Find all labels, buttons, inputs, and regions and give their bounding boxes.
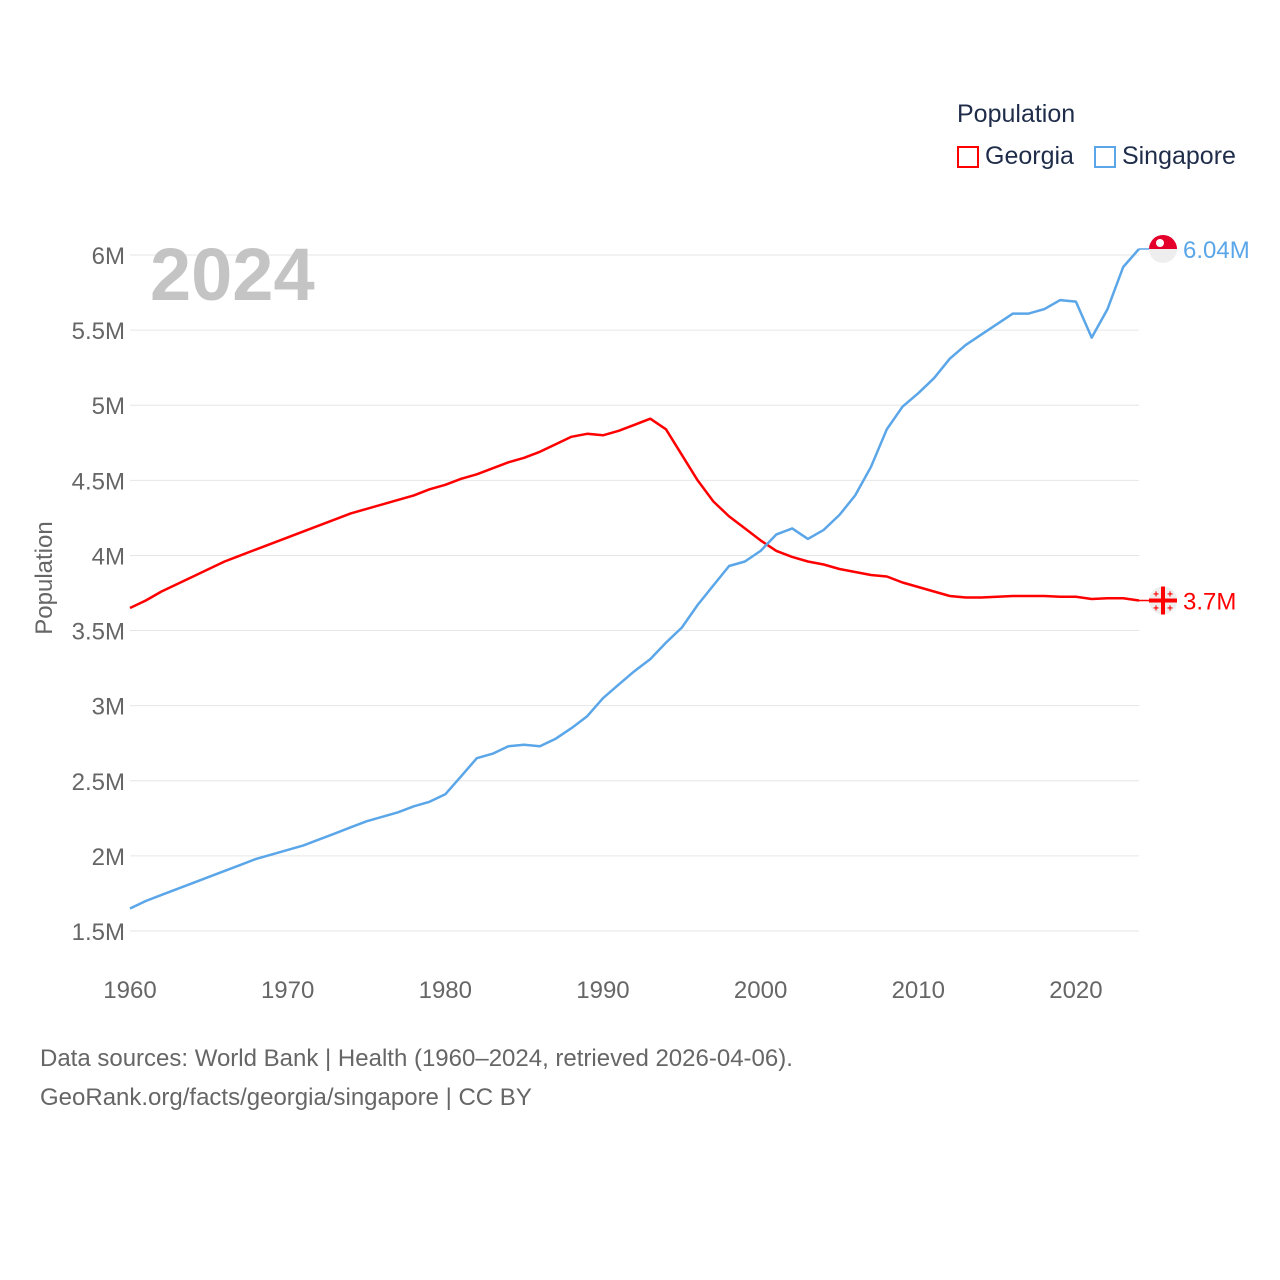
georgia-flag-small-cross: + — [1153, 604, 1159, 615]
year-watermark: 2024 — [150, 233, 315, 316]
legend-item-georgia[interactable]: Georgia — [957, 142, 1074, 171]
y-tick-label: 3.5M — [72, 619, 125, 646]
x-tick-label: 1990 — [576, 977, 629, 1004]
y-tick-label: 3M — [92, 694, 125, 721]
footer-sources: Data sources: World Bank | Health (1960–… — [40, 1045, 793, 1072]
footer-attribution: GeoRank.org/facts/georgia/singapore | CC… — [40, 1084, 532, 1111]
x-tick-label: 1960 — [103, 977, 156, 1004]
y-tick-label: 5.5M — [72, 318, 125, 345]
y-tick-label: 2.5M — [72, 769, 125, 796]
end-label-georgia: 3.7M — [1183, 589, 1236, 616]
legend-label-singapore: Singapore — [1121, 142, 1236, 170]
georgia-flag-small-cross: + — [1167, 604, 1173, 615]
legend-title: Population — [957, 100, 1076, 128]
series-line-georgia — [129, 417, 1140, 610]
legend-item-singapore[interactable]: Singapore — [1093, 142, 1236, 171]
legend-swatch-singapore — [1093, 145, 1116, 168]
x-tick-label: 2000 — [734, 977, 787, 1004]
y-tick-label: 6M — [92, 243, 125, 270]
y-axis-title: Population — [31, 521, 58, 634]
y-tick-label: 1.5M — [72, 919, 125, 946]
georgia-flag-cross-v — [1161, 586, 1165, 615]
x-tick-label: 1980 — [419, 977, 472, 1004]
legend-swatch-georgia — [957, 145, 979, 168]
series-line-singapore — [129, 248, 1140, 910]
legend-label-georgia: Georgia — [985, 142, 1074, 170]
y-tick-label: 4M — [92, 543, 125, 570]
y-tick-label: 5M — [92, 393, 125, 420]
x-tick-label: 2010 — [892, 977, 945, 1004]
y-tick-label: 2M — [92, 844, 125, 871]
x-tick-label: 2020 — [1049, 977, 1102, 1004]
georgia-flag-small-cross: + — [1167, 590, 1173, 601]
legend: Georgia Singapore — [957, 142, 1236, 171]
georgia-flag-small-cross: + — [1153, 590, 1159, 601]
singapore-flag-moon — [1156, 238, 1164, 247]
y-tick-label: 4.5M — [72, 468, 125, 495]
end-label-singapore: 6.04M — [1183, 237, 1250, 264]
x-tick-label: 1970 — [261, 977, 314, 1004]
